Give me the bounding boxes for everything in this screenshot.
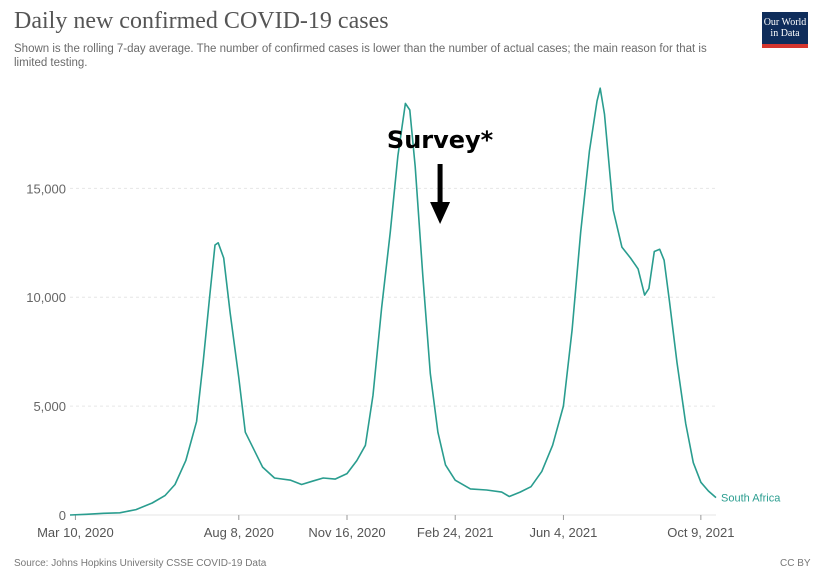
- chart-title: Daily new confirmed COVID-19 cases: [14, 8, 389, 34]
- logo-line-2: in Data: [770, 28, 800, 39]
- survey-annotation: Survey*: [387, 126, 494, 224]
- x-tick-label: Mar 10, 2020: [37, 525, 114, 540]
- logo-line-1: Our World: [763, 17, 807, 28]
- chart-subtitle: Shown is the rolling 7-day average. The …: [14, 43, 707, 69]
- x-tick-label: Oct 9, 2021: [667, 525, 734, 540]
- x-tick-label: Jun 4, 2021: [529, 525, 597, 540]
- y-tick-label: 5,000: [33, 399, 66, 414]
- y-tick-label: 15,000: [26, 181, 66, 196]
- y-tick-label: 0: [59, 508, 66, 523]
- gridlines: [70, 187, 716, 516]
- license-label[interactable]: CC BY: [780, 558, 811, 569]
- x-tick-label: Nov 16, 2020: [308, 525, 385, 540]
- series-label: South Africa: [721, 493, 781, 505]
- x-tick-label: Feb 24, 2021: [417, 525, 494, 540]
- series-line[interactable]: [69, 87, 717, 516]
- survey-arrow-head: [430, 202, 451, 224]
- source-note: Source: Johns Hopkins University CSSE CO…: [14, 558, 267, 569]
- y-tick-label: 10,000: [26, 290, 66, 305]
- y-axis-ticks: 0 5,000 10,000 15,000: [26, 181, 66, 523]
- x-axis-ticks: Mar 10, 2020 Aug 8, 2020 Nov 16, 2020 Feb 2…: [37, 515, 734, 540]
- series-layer: South Africa: [69, 87, 781, 516]
- survey-label: Survey*: [387, 126, 494, 154]
- x-tick-label: Aug 8, 2020: [204, 525, 274, 540]
- our-world-in-data-logo[interactable]: Our World in Data: [762, 12, 808, 48]
